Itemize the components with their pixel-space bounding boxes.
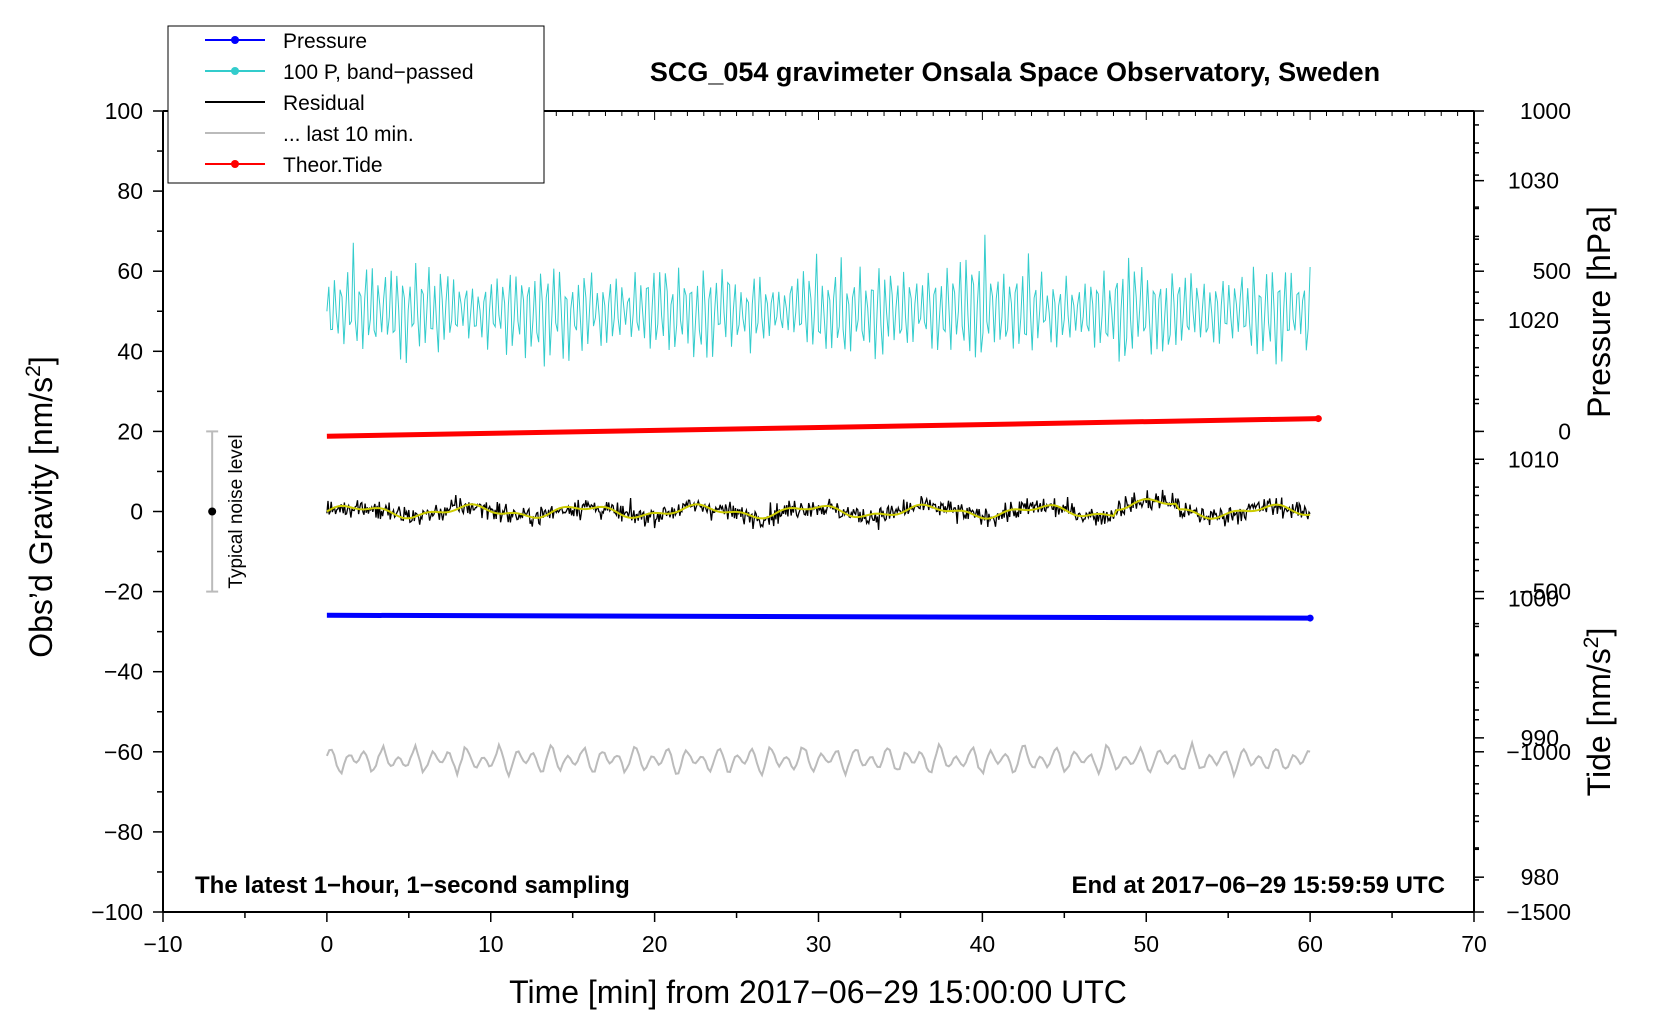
series-line (325, 739, 1311, 779)
noise-level-bar: Typical noise level (206, 430, 247, 593)
series-layer (325, 234, 1322, 779)
legend-label: 100 P, band−passed (283, 61, 474, 84)
pressure-tick-label: 1030 (1508, 168, 1559, 194)
y-tick-label: 40 (117, 338, 143, 364)
note-left: The latest 1−hour, 1−second sampling (195, 872, 630, 899)
series-line (326, 498, 1311, 520)
tide-tick-label: −1000 (1506, 739, 1571, 765)
tide-tick-label: 500 (1533, 258, 1571, 284)
legend-label: ... last 10 min. (283, 123, 414, 146)
x-tick-label: −10 (143, 931, 182, 957)
legend: Pressure 100 P, band−passed Residual ... la… (167, 25, 545, 184)
note-right: End at 2017−06−29 15:59:59 UTC (1071, 872, 1445, 899)
x-axis: −10 0 10 20 30 40 50 60 70 (143, 912, 1487, 957)
x-tick-label: 40 (970, 931, 996, 957)
series-line (326, 489, 1311, 530)
y-tick-label: −20 (104, 579, 143, 605)
series-end-marker (1306, 614, 1314, 622)
y-axis-pressure: 980 990 1000 1010 1020 1030 (1474, 124, 1559, 890)
x-tick-label: 30 (806, 931, 832, 957)
y-tick-label: 80 (117, 178, 143, 204)
y-tick-label: −40 (104, 659, 143, 685)
legend-box (167, 25, 545, 184)
legend-label: Residual (283, 92, 365, 115)
tide-tick-label: −1500 (1506, 899, 1571, 925)
x-tick-label: 20 (642, 931, 668, 957)
series-line (326, 612, 1311, 621)
tide-tick-label: 0 (1558, 418, 1571, 444)
legend-marker (231, 160, 239, 168)
series-line (326, 234, 1311, 367)
noise-label: Typical noise level (226, 434, 247, 588)
y-axis-label-tide: Tide [nm/s2] (1580, 628, 1617, 797)
y-axis-label-gravity: Obs’d Gravity [nm/s2] (22, 356, 59, 658)
y-tick-label: 100 (105, 98, 143, 124)
x-tick-label: 10 (478, 931, 504, 957)
pressure-tick-label: 1020 (1508, 307, 1559, 333)
y-axis-label-pressure: Pressure [hPa] (1581, 206, 1617, 418)
series-line (326, 416, 1319, 439)
pressure-tick-label: 980 (1521, 864, 1559, 890)
legend-label: Theor.Tide (283, 154, 383, 177)
x-axis-label: Time [min] from 2017−06−29 15:00:00 UTC (509, 974, 1127, 1010)
legend-marker (231, 67, 239, 75)
y-tick-label: −60 (104, 739, 143, 765)
y-tick-label: −100 (91, 899, 143, 925)
y-axis-gravity: −100 −80 −60 −40 −20 0 20 40 60 80 100 (91, 98, 163, 925)
legend-label: Pressure (283, 30, 367, 53)
y-tick-label: 0 (130, 499, 143, 525)
series-end-marker (1314, 415, 1322, 423)
tide-tick-label: 1000 (1520, 98, 1571, 124)
y-tick-label: 20 (117, 418, 143, 444)
pressure-tick-label: 1000 (1508, 586, 1559, 612)
y-tick-label: −80 (104, 819, 143, 845)
x-tick-label: 70 (1461, 931, 1487, 957)
x-tick-label: 60 (1297, 931, 1323, 957)
x-tick-label: 50 (1133, 931, 1159, 957)
y-axis-tide: −1500 −1000 −500 0 500 1000 (1474, 98, 1571, 925)
legend-marker (231, 36, 239, 44)
y-tick-label: 60 (117, 258, 143, 284)
pressure-tick-label: 990 (1521, 725, 1559, 751)
chart-title: SCG_054 gravimeter Onsala Space Observat… (650, 57, 1380, 87)
tide-tick-label: −500 (1519, 579, 1571, 605)
x-tick-label: 0 (320, 931, 333, 957)
pressure-tick-label: 1010 (1508, 446, 1559, 472)
noise-bar-dot (208, 507, 217, 516)
